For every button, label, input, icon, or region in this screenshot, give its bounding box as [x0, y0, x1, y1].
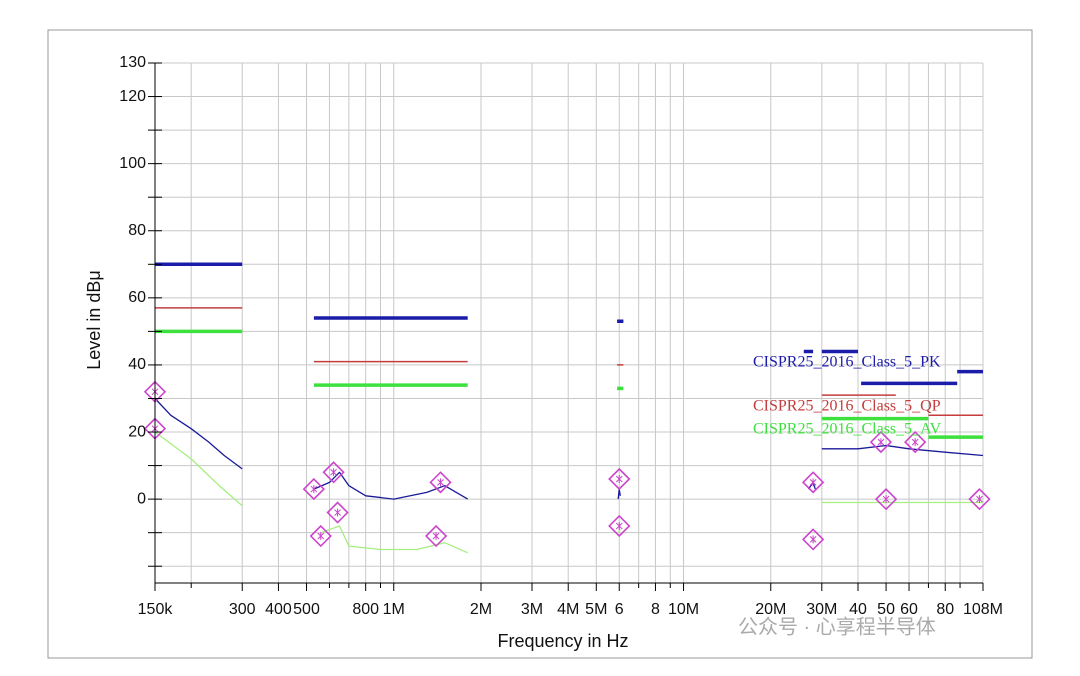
grid [154, 62, 984, 583]
legend-entry: CISPR25_2016_Class_5_PK [753, 354, 941, 371]
x-tick-label: 2M [470, 601, 492, 618]
x-tick-label: 500 [293, 601, 320, 618]
marker-star [877, 438, 885, 447]
x-tick-label: 30M [806, 601, 837, 618]
marker-diamond [801, 528, 825, 551]
marker-diamond [608, 467, 631, 491]
marker-diamond [869, 430, 893, 454]
marker-star [911, 438, 919, 447]
marker [869, 430, 893, 454]
marker-diamond [968, 487, 991, 511]
marker [302, 477, 325, 501]
x-tick-label: 10M [668, 601, 699, 618]
x-tick-label: 3M [521, 601, 543, 618]
marker-diamond [904, 430, 927, 454]
y-tick-label: 80 [128, 222, 146, 239]
x-tick-label: 108M [963, 601, 1003, 618]
x-tick-label: 800 [352, 601, 379, 618]
marker-star [330, 468, 337, 477]
marker-star [809, 535, 817, 544]
marker-star [432, 532, 440, 541]
marker [608, 467, 631, 491]
x-tick-label: 60 [900, 601, 918, 618]
marker [309, 524, 332, 548]
limit-line [155, 329, 983, 439]
marker-star [437, 478, 444, 487]
marker [608, 514, 631, 538]
trace-line [154, 431, 983, 554]
marker [322, 461, 345, 484]
x-tick-label: 300 [229, 601, 256, 618]
marker-diamond [429, 471, 452, 494]
x-tick-label: 4M [557, 601, 579, 618]
x-tick-label: 40 [849, 601, 867, 618]
limit-line [155, 262, 983, 386]
marker-star [882, 495, 890, 504]
limit-line [155, 307, 983, 417]
x-tick-label: 150k [138, 601, 174, 618]
watermark: 公众号 · 心享程半导体 [738, 615, 936, 638]
marker-diamond [322, 461, 345, 484]
marker [801, 471, 825, 494]
marker-star [334, 508, 341, 517]
plot [143, 262, 991, 554]
marker [874, 487, 898, 511]
legend-entry: CISPR25_2016_Class_5_QP [753, 398, 941, 415]
marker [968, 487, 991, 511]
legend-entry: CISPR25_2016_Class_5_AV [753, 421, 942, 438]
y-tick-label: 20 [128, 423, 146, 440]
marker-diamond [801, 471, 825, 494]
marker-star [317, 532, 325, 541]
marker-diamond [302, 477, 325, 501]
marker [429, 471, 452, 494]
x-tick-label: 6 [615, 601, 624, 618]
marker-diamond [424, 524, 448, 548]
marker [424, 524, 448, 548]
x-tick-label: 50 [877, 601, 895, 618]
y-axis-label: Level in dBμ [84, 270, 104, 369]
marker-star [615, 475, 623, 483]
x-tick-label: 8 [651, 601, 660, 618]
x-tick-label: 20M [755, 601, 786, 618]
y-tick-label: 0 [137, 490, 146, 507]
marker-diamond [608, 514, 631, 538]
marker-diamond [874, 487, 898, 511]
marker-star [310, 485, 318, 494]
marker-diamond [326, 501, 349, 524]
x-axis-label: Frequency in Hz [497, 631, 628, 651]
y-tick-label: 130 [119, 54, 146, 71]
marker [801, 528, 825, 551]
x-tick-label: 1M [383, 601, 405, 618]
x-tick-label: 80 [936, 601, 954, 618]
x-tick-label: 5M [585, 601, 607, 618]
marker-diamond [309, 524, 332, 548]
y-tick-label: 120 [119, 88, 146, 105]
y-tick-label: 60 [128, 289, 146, 306]
marker [904, 430, 927, 454]
marker-star [809, 478, 817, 487]
frame [47, 29, 1033, 659]
x-tick-label: 400 [265, 601, 292, 618]
y-tick-label: 100 [119, 155, 146, 172]
marker-star [976, 495, 983, 504]
y-tick-label: 40 [128, 356, 146, 373]
marker-star [615, 521, 623, 530]
marker [326, 501, 349, 524]
